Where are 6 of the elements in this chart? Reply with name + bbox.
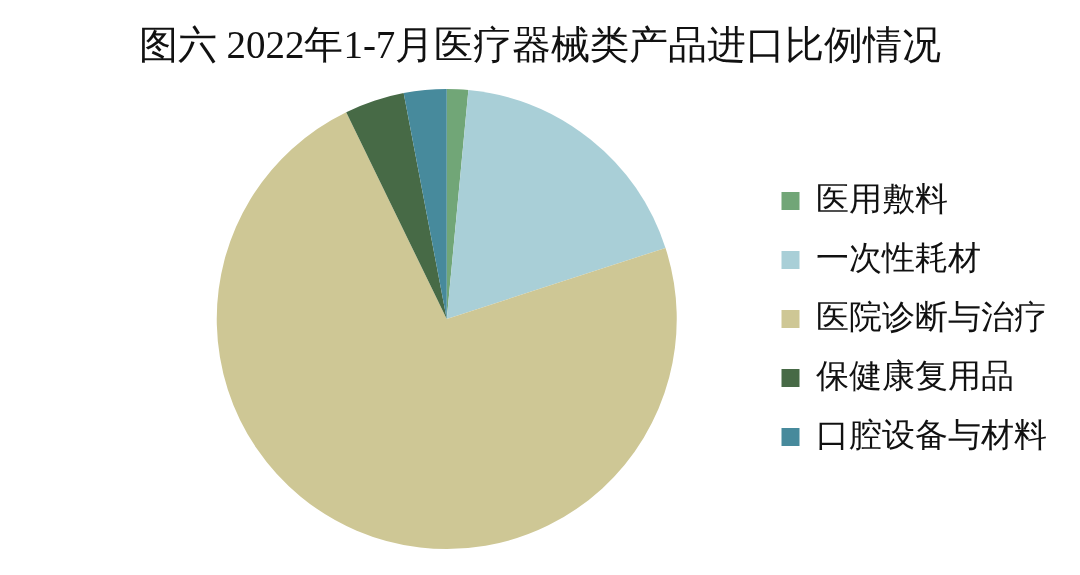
legend-label: 医院诊断与治疗 <box>816 298 1047 336</box>
legend-label: 一次性耗材 <box>816 239 981 277</box>
legend-label: 口腔设备与材料 <box>816 416 1047 454</box>
chart-title: 图六 2022年1-7月医疗器械类产品进口比例情况 <box>138 23 942 66</box>
legend-label: 医用敷料 <box>816 180 948 218</box>
legend-label: 保健康复用品 <box>816 357 1014 395</box>
